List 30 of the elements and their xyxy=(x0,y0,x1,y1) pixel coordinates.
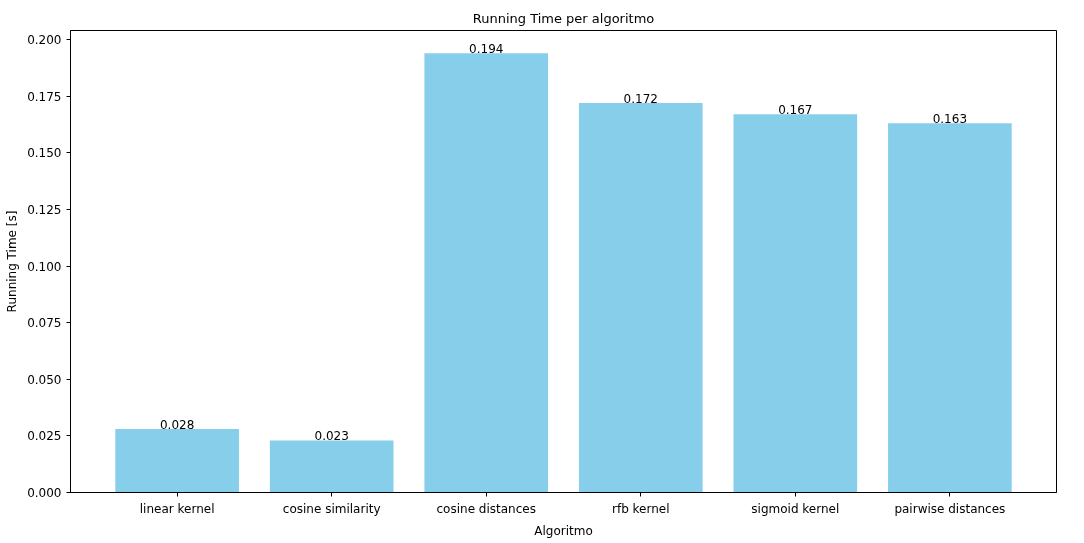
x-tick-label: rfb kernel xyxy=(612,501,670,516)
y-tick-label: 0.100 xyxy=(27,259,62,274)
y-tick-label: 0.200 xyxy=(27,33,62,48)
bar xyxy=(269,440,394,493)
bar xyxy=(733,114,858,493)
y-tick-label: 0.025 xyxy=(27,429,62,444)
data-label: 0.023 xyxy=(314,429,349,444)
x-tick-label: pairwise distances xyxy=(894,501,1006,516)
x-tick-label: cosine similarity xyxy=(282,501,381,516)
y-tick-label: 0.050 xyxy=(27,372,62,387)
y-tick-label: 0.175 xyxy=(27,89,62,104)
bar xyxy=(424,53,549,493)
x-axis-title: Algoritmo xyxy=(534,523,593,538)
bar xyxy=(578,102,703,493)
data-label: 0.167 xyxy=(778,103,813,118)
y-axis-title: Running Time [s] xyxy=(5,210,20,313)
x-tick-label: linear kernel xyxy=(139,501,215,516)
data-label: 0.172 xyxy=(623,91,658,106)
chart-title: Running Time per algoritmo xyxy=(472,10,655,26)
data-label: 0.194 xyxy=(469,42,504,57)
y-tick-label: 0.150 xyxy=(27,146,62,161)
y-tick-label: 0.125 xyxy=(27,202,62,217)
data-label: 0.163 xyxy=(932,112,968,127)
bar xyxy=(888,123,1012,493)
bar xyxy=(115,429,239,493)
x-tick-label: cosine distances xyxy=(436,501,536,516)
data-label: 0.028 xyxy=(159,418,195,433)
x-tick-label: sigmoid kernel xyxy=(751,501,840,516)
y-tick-label: 0.000 xyxy=(27,486,62,500)
y-tick-label: 0.075 xyxy=(27,316,62,331)
